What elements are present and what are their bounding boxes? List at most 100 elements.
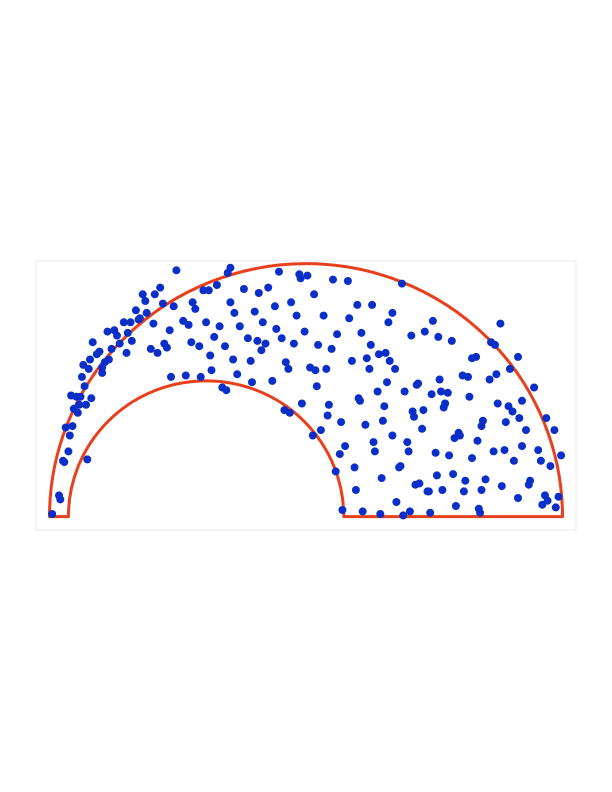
data-point (343, 277, 352, 285)
data-point (95, 347, 104, 356)
data-point (447, 336, 456, 345)
data-point (292, 311, 301, 320)
data-point (366, 340, 375, 349)
data-point (275, 267, 283, 276)
data-point (374, 350, 383, 359)
data-point (311, 366, 320, 375)
data-point (536, 456, 545, 465)
data-point (324, 400, 333, 409)
data-point (257, 346, 266, 355)
data-point (505, 364, 514, 373)
data-point (312, 382, 321, 391)
data-point (497, 482, 506, 491)
data-point (64, 447, 73, 456)
data-point (61, 423, 70, 432)
data-point (150, 290, 159, 299)
data-point (369, 438, 378, 447)
data-point (514, 494, 522, 502)
data-point (518, 396, 526, 405)
data-point (134, 315, 143, 324)
data-point (418, 424, 427, 433)
data-point (468, 454, 476, 463)
data-point (158, 299, 167, 308)
data-point (337, 418, 346, 427)
data-point (432, 471, 441, 480)
data-point (477, 486, 486, 494)
data-point (248, 378, 256, 387)
data-point (476, 508, 485, 517)
data-point (504, 402, 513, 411)
data-point (207, 366, 216, 375)
data-point (191, 304, 200, 313)
data-point (222, 386, 231, 395)
data-point (221, 342, 229, 351)
data-point (131, 306, 140, 315)
data-point (481, 475, 490, 484)
data-point (391, 364, 400, 373)
data-point (522, 426, 530, 435)
scatter-points (48, 263, 566, 520)
data-point (122, 348, 131, 357)
data-point (514, 352, 522, 361)
data-point (530, 383, 539, 392)
data-point (233, 370, 242, 379)
data-point (405, 507, 414, 516)
data-point (500, 446, 509, 455)
data-point (119, 318, 128, 327)
data-point (443, 388, 452, 397)
data-point (542, 414, 551, 423)
data-point (331, 467, 340, 476)
data-point (465, 392, 474, 401)
data-point (297, 399, 306, 408)
data-point (397, 279, 406, 288)
data-point (98, 368, 107, 377)
data-point (464, 372, 472, 381)
data-point (370, 447, 379, 456)
data-point (83, 455, 92, 464)
data-point (509, 456, 518, 465)
data-point (264, 283, 273, 292)
data-point (65, 431, 74, 440)
data-point (215, 322, 224, 331)
data-point (80, 382, 89, 391)
data-point (376, 510, 385, 518)
data-point (287, 298, 296, 307)
data-point (142, 308, 151, 317)
data-point (329, 275, 337, 284)
data-point (377, 474, 386, 483)
region-boundary (48, 262, 564, 519)
data-point (149, 319, 158, 328)
data-point (270, 302, 279, 311)
data-point (296, 274, 305, 283)
data-point (410, 412, 418, 421)
data-point (60, 458, 69, 467)
data-point (110, 326, 119, 335)
data-point (115, 339, 124, 348)
data-point (403, 438, 412, 447)
data-point (473, 436, 482, 445)
data-point (303, 271, 312, 280)
data-point (327, 344, 336, 353)
data-point (323, 411, 332, 420)
data-point (426, 508, 435, 517)
data-point (492, 370, 501, 379)
data-point (153, 348, 162, 357)
data-point (230, 308, 239, 317)
data-point (181, 371, 190, 380)
data-point (423, 487, 432, 496)
data-point (67, 391, 76, 400)
data-point (281, 358, 290, 367)
data-point (361, 420, 370, 429)
data-point (415, 479, 424, 488)
data-point (204, 286, 213, 295)
data-point (160, 339, 169, 348)
plot-frame (35, 260, 577, 531)
data-point (477, 422, 486, 431)
data-point (127, 336, 136, 345)
data-point (126, 318, 135, 327)
data-point (48, 510, 57, 518)
data-point (439, 403, 448, 412)
data-point (407, 331, 416, 340)
data-point (345, 314, 354, 323)
data-point (246, 356, 255, 365)
